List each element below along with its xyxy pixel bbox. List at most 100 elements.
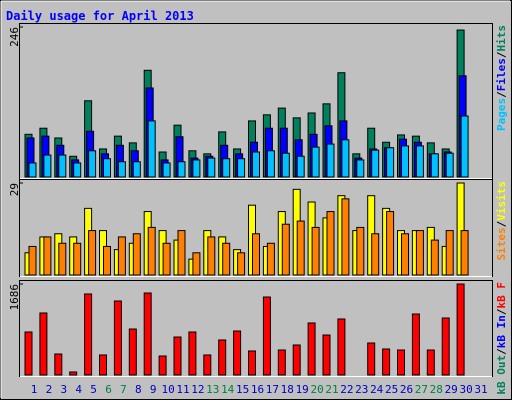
bar (237, 252, 246, 276)
bar (460, 115, 469, 178)
bar (411, 313, 420, 376)
bar (73, 162, 82, 178)
bar (386, 147, 395, 178)
bar (173, 336, 182, 376)
bar (132, 233, 141, 276)
x-tick-label: 31 (474, 383, 487, 396)
x-tick-label: 6 (105, 383, 112, 396)
x-tick-label: 8 (135, 383, 142, 396)
legend-entry: kB F (495, 282, 508, 309)
bar (252, 151, 260, 178)
bar (341, 139, 350, 178)
bar (88, 230, 97, 276)
x-tick-label: 25 (385, 383, 398, 396)
bar (58, 242, 67, 276)
bar (203, 354, 212, 376)
bar (277, 349, 286, 376)
bar (322, 334, 331, 376)
legend-entry: Hits (495, 25, 508, 52)
bar (296, 220, 305, 276)
bar (296, 155, 305, 178)
legend-entry: Sites (495, 227, 508, 260)
bar (43, 154, 52, 178)
x-tick-label: 10 (161, 383, 174, 396)
legend-entry: Visits (495, 181, 508, 221)
bar (281, 152, 290, 178)
bar (218, 339, 227, 376)
bar (58, 154, 67, 178)
bar (28, 245, 37, 276)
bar (252, 233, 260, 276)
x-tick-label: 9 (150, 383, 157, 396)
x-tick-label: 13 (206, 383, 219, 396)
bar (192, 159, 201, 178)
bar (162, 242, 171, 276)
legend: Sites/Visits (495, 181, 508, 261)
bar (430, 239, 439, 276)
bar (28, 162, 37, 178)
bar (132, 161, 141, 178)
legend-separator: / (495, 348, 508, 355)
bar (177, 230, 186, 276)
bar (326, 143, 335, 178)
bar (456, 283, 465, 376)
bar (43, 236, 52, 276)
bar (371, 233, 380, 276)
x-tick-label: 28 (430, 383, 443, 396)
bar (84, 293, 93, 376)
bar (222, 242, 231, 276)
legend-entry: kB Out (495, 355, 508, 395)
bar (128, 328, 137, 376)
bar (117, 236, 126, 276)
legend: Pages/Files/Hits (495, 25, 508, 131)
bar (24, 331, 33, 376)
x-tick-label: 1 (31, 383, 38, 396)
bar (113, 300, 122, 376)
x-tick-label: 22 (340, 383, 353, 396)
bar (143, 292, 152, 376)
bar (426, 349, 435, 376)
x-tick-label: 26 (400, 383, 413, 396)
bar (415, 145, 424, 178)
bar (69, 371, 78, 376)
bar (103, 158, 111, 178)
bar (401, 145, 409, 178)
bar (266, 242, 275, 276)
x-tick-label: 18 (281, 383, 294, 396)
legend-separator: / (495, 91, 508, 98)
bar (147, 120, 156, 178)
bar (401, 233, 409, 276)
x-tick-label: 30 (459, 383, 472, 396)
bar (281, 223, 290, 276)
bar (386, 211, 395, 276)
x-tick-label: 14 (221, 383, 235, 396)
x-tick-label: 12 (191, 383, 204, 396)
bar (103, 245, 111, 276)
legend-separator: / (495, 51, 508, 58)
legend-entry: kB In (495, 315, 508, 348)
bar (207, 236, 216, 276)
x-tick-label: 23 (355, 383, 368, 396)
bar (441, 317, 450, 376)
x-tick-label: 3 (60, 383, 67, 396)
bar (162, 162, 171, 178)
bar (292, 344, 301, 376)
x-tick-label: 21 (325, 383, 338, 396)
legend-entry: Files (495, 58, 508, 91)
bar (147, 226, 156, 276)
bar (207, 157, 216, 178)
y-tick-label: 1686 (8, 284, 21, 311)
bar (460, 230, 469, 276)
x-tick-label: 20 (310, 383, 323, 396)
bar (326, 211, 335, 276)
bar (356, 159, 365, 178)
bar (307, 322, 316, 376)
bar (311, 146, 320, 178)
bar (445, 152, 454, 178)
bar (222, 158, 231, 178)
bar (73, 242, 82, 276)
x-tick-label: 5 (90, 383, 97, 396)
x-tick-label: 29 (445, 383, 458, 396)
bar (39, 312, 48, 376)
bar (356, 226, 365, 276)
